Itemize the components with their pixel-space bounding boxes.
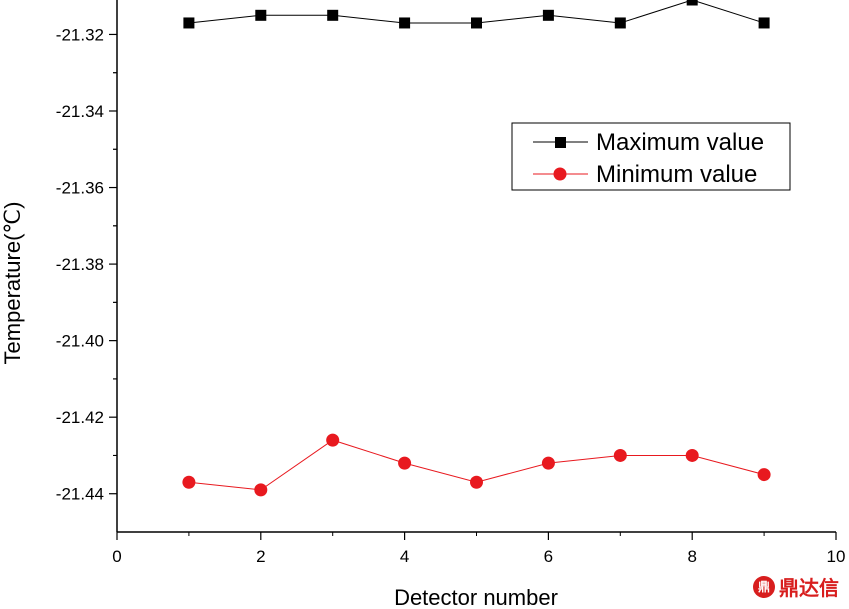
x-tick-label: 6 [544,547,553,566]
y-tick-label: -21.38 [56,255,104,274]
data-point-max [758,17,770,29]
watermark-text: 鼎达信 [779,576,839,600]
legend: Maximum value Minimum value [511,122,791,191]
data-point-max [327,9,339,21]
data-point-min [254,483,268,497]
data-point-max [255,9,267,21]
y-tick-label: -21.42 [56,408,104,427]
series-layer [182,0,771,497]
y-tick-label: -21.32 [56,25,104,44]
data-point-min [541,456,555,470]
data-point-min [470,475,483,489]
x-tick-label: 0 [112,547,121,566]
x-axis-ticks: 0 2 4 6 8 10 [112,532,845,566]
x-tick-label: 4 [400,547,409,566]
data-point-max [399,17,411,29]
data-point-max [542,9,554,21]
x-tick-label: 10 [827,547,846,566]
data-point-max [614,17,626,29]
y-tick-label: -21.40 [56,332,104,351]
legend-label-min: Minimum value [596,161,757,188]
x-tick-label: 8 [687,547,696,566]
watermark: 鼎 鼎达信 [753,572,839,601]
data-point-min [613,448,627,462]
y-tick-label: -21.34 [56,102,104,121]
legend-marker-max [555,137,566,148]
data-point-max [183,17,195,29]
watermark-logo-icon: 鼎 [753,575,775,598]
y-axis-ticks: -21.32 -21.34 -21.36 -21.38 -21.40 -21.42 -21.… [56,25,117,504]
data-point-max [471,17,482,29]
data-point-min [757,468,771,482]
data-point-max [686,0,698,6]
data-point-min [182,475,196,489]
y-axis-title: Temperature(℃) [0,202,25,365]
y-tick-label: -21.36 [56,179,104,198]
data-point-min [326,433,340,447]
data-point-min [685,448,699,462]
y-tick-label: -21.44 [56,485,104,504]
legend-marker-min [553,167,567,181]
x-axis-title: Detector number [394,585,558,609]
data-point-min [398,456,412,470]
x-tick-label: 2 [256,547,265,566]
legend-label-max: Maximum value [596,129,764,156]
